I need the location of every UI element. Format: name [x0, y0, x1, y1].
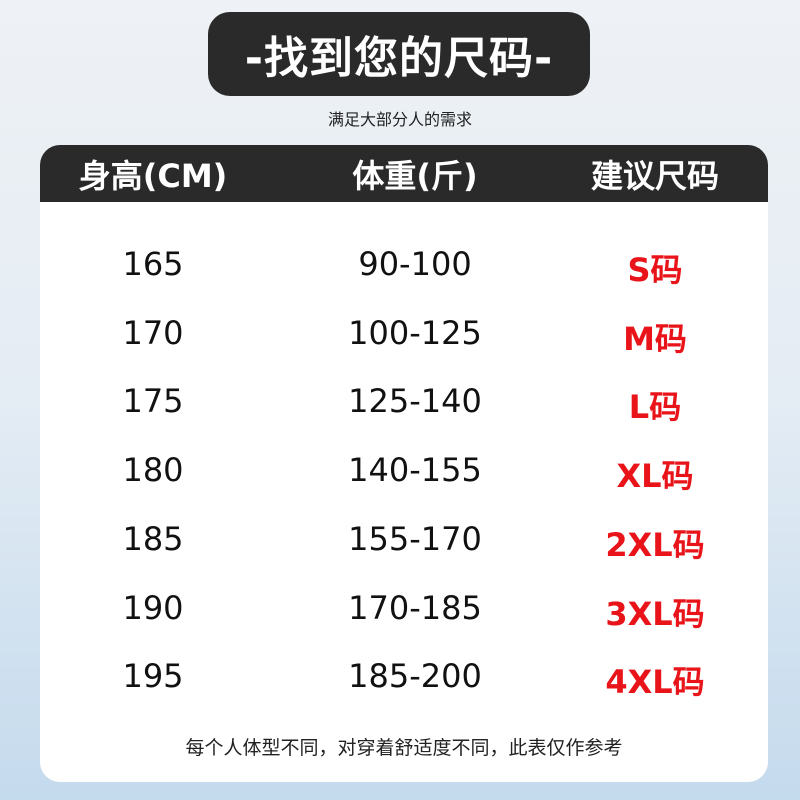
table-header: 身高(CM) 体重(斤) 建议尺码: [40, 145, 768, 202]
weight-value: 170-185: [348, 588, 482, 627]
weight-value: 90-100: [358, 245, 472, 283]
weight-value: 155-170: [348, 519, 482, 558]
height-value: 175: [122, 382, 184, 421]
table-row: 180 140-155 XL码: [40, 451, 768, 495]
page-title: -找到您的尺码-: [208, 12, 590, 96]
size-value: S码: [627, 251, 683, 289]
height-value: 165: [122, 245, 184, 283]
table-row: 175 125-140 L码: [40, 382, 768, 426]
header-height: 身高(CM): [78, 157, 228, 195]
size-value: XL码: [616, 457, 694, 496]
table-row: 170 100-125 M码: [40, 313, 768, 358]
size-value: M码: [623, 319, 687, 358]
height-value: 180: [122, 451, 184, 490]
table-row: 190 170-185 3XL码: [40, 588, 768, 633]
height-value: 170: [122, 313, 184, 352]
weight-value: 100-125: [348, 313, 482, 352]
weight-value: 125-140: [348, 382, 482, 421]
weight-value: 185-200: [348, 657, 482, 696]
height-value: 190: [122, 588, 184, 627]
size-value: L码: [628, 388, 682, 427]
size-value: 3XL码: [605, 594, 705, 633]
header-size: 建议尺码: [590, 157, 720, 195]
size-chart-table: 身高(CM) 体重(斤) 建议尺码 165 90-100 S码 170 100-125 M…: [40, 145, 768, 782]
table-row: 195 185-200 4XL码: [40, 657, 768, 701]
disclaimer-note: 每个人体型不同，对穿着舒适度不同，此表仅作参考: [185, 737, 623, 759]
height-value: 185: [122, 519, 184, 558]
header-weight: 体重(斤): [352, 157, 478, 195]
weight-value: 140-155: [348, 451, 482, 490]
subtitle: 满足大部分人的需求: [327, 110, 472, 129]
size-value: 2XL码: [605, 525, 705, 564]
size-value: 4XL码: [605, 663, 705, 702]
table-row: 165 90-100 S码: [40, 245, 768, 289]
table-row: 185 155-170 2XL码: [40, 519, 768, 564]
height-value: 195: [122, 657, 184, 696]
